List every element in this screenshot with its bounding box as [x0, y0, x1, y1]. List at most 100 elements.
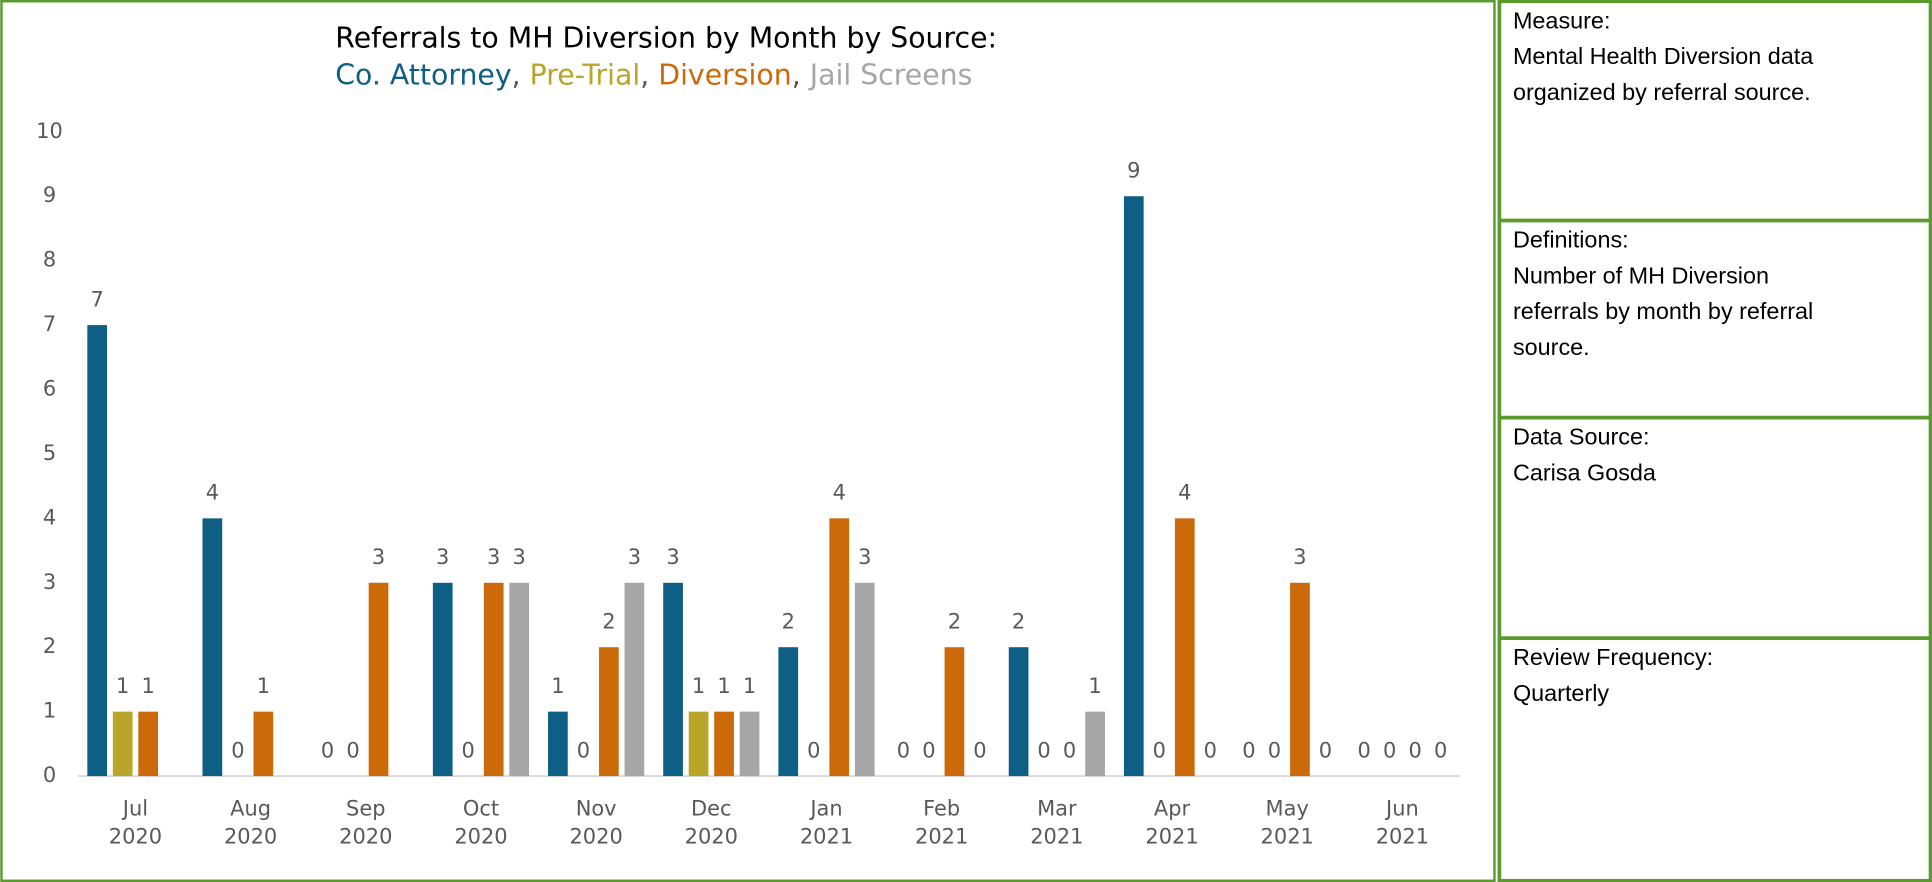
subtitle-separator: ,	[512, 58, 521, 91]
y-tick-label: 1	[43, 699, 56, 723]
bar	[714, 711, 734, 777]
x-tick-line: Jun	[1384, 796, 1419, 820]
x-tick-line: 2021	[800, 825, 853, 849]
bar	[854, 582, 875, 777]
x-tick-line: 2021	[1376, 825, 1429, 849]
data-label: 0	[1204, 738, 1217, 762]
subtitle-series: Diversion	[658, 58, 791, 91]
bar	[1085, 711, 1105, 777]
bar	[368, 582, 389, 777]
data-label: 3	[666, 545, 679, 569]
y-tick-label: 8	[43, 248, 56, 272]
x-tick-label: Jan 2021	[800, 796, 853, 848]
panel-text: Mental Health Diversion data	[1513, 43, 1814, 69]
x-tick-label: Apr 2021	[1145, 796, 1198, 848]
data-label: 0	[577, 738, 590, 762]
data-label: 0	[973, 738, 986, 762]
y-tick-label: 5	[43, 441, 56, 465]
data-label: 3	[1293, 545, 1306, 569]
data-label: 1	[743, 674, 756, 698]
data-label: 4	[1178, 481, 1191, 505]
data-label: 0	[897, 738, 910, 762]
subtitle-series: Co. Attorney	[335, 58, 511, 91]
x-tick-line: 2021	[1030, 825, 1083, 849]
bar	[599, 647, 619, 777]
data-label: 0	[1037, 738, 1050, 762]
x-tick-line: 2020	[454, 825, 507, 849]
panel-text: source.	[1513, 334, 1590, 360]
bar	[778, 647, 799, 777]
x-tick-line: 2020	[224, 825, 277, 849]
x-tick-label: Feb 2021	[915, 796, 968, 848]
bar	[483, 582, 504, 777]
data-label: 3	[487, 545, 500, 569]
bar	[112, 711, 133, 777]
bar	[1290, 582, 1310, 777]
x-tick-line: 2021	[1261, 825, 1314, 849]
data-label: 0	[1408, 738, 1421, 762]
panel-heading: Measure:	[1513, 7, 1611, 33]
x-tick-label: Oct 2020	[454, 796, 507, 848]
bar	[548, 711, 568, 777]
data-label: 4	[206, 481, 219, 505]
space	[801, 58, 810, 91]
x-tick-line: 2021	[1145, 825, 1198, 849]
data-label: 0	[1153, 738, 1166, 762]
y-tick-label: 10	[36, 119, 63, 143]
data-label: 2	[602, 610, 615, 634]
data-label: 1	[551, 674, 564, 698]
panel-heading: Definitions:	[1513, 227, 1629, 253]
x-tick-label: Dec 2020	[685, 796, 738, 848]
data-label: 3	[513, 545, 526, 569]
chart-title: Referrals to MH Diversion by Month by So…	[335, 21, 997, 54]
x-tick-label: Aug 2020	[224, 796, 277, 848]
panel-text: Quarterly	[1513, 680, 1609, 706]
data-label: 0	[1383, 738, 1396, 762]
x-tick-line: Oct	[463, 796, 499, 820]
data-label: 1	[257, 674, 270, 698]
x-tick-line: Apr	[1154, 796, 1191, 820]
bar	[944, 647, 965, 777]
y-tick-label: 9	[43, 183, 56, 207]
y-tick-label: 4	[43, 505, 56, 529]
space	[649, 58, 658, 91]
data-label: 1	[1088, 674, 1101, 698]
data-label: 3	[628, 545, 641, 569]
data-label: 0	[321, 738, 334, 762]
data-label: 0	[346, 738, 359, 762]
panel-frame	[1497, 0, 1932, 882]
y-tick-label: 6	[43, 377, 56, 401]
bar	[138, 711, 159, 777]
bar	[202, 518, 223, 777]
data-label: 0	[922, 738, 935, 762]
chart-frame	[0, 0, 1496, 882]
subtitle-series: Jail Screens	[808, 58, 973, 91]
bar	[509, 582, 530, 777]
data-label: 3	[372, 545, 385, 569]
panel-heading: Review Frequency:	[1513, 644, 1713, 670]
data-label: 0	[1242, 738, 1255, 762]
x-tick-line: 2020	[109, 825, 162, 849]
data-label: 7	[91, 287, 104, 311]
data-label: 0	[807, 738, 820, 762]
bar	[829, 518, 850, 777]
panel-text: Carisa Gosda	[1513, 459, 1657, 485]
data-label: 1	[142, 674, 155, 698]
bar	[688, 711, 709, 777]
data-label: 2	[948, 610, 961, 634]
x-tick-label: Nov 2020	[569, 796, 622, 848]
panel-text: Number of MH Diversion	[1513, 262, 1769, 288]
bar	[1008, 647, 1029, 777]
data-label: 1	[717, 674, 730, 698]
data-label: 2	[1012, 610, 1025, 634]
data-label: 4	[833, 481, 846, 505]
bar	[663, 582, 683, 777]
data-label: 0	[462, 738, 475, 762]
data-label: 0	[1434, 738, 1447, 762]
bar	[432, 582, 453, 777]
y-tick-label: 7	[43, 312, 56, 336]
x-tick-line: Aug	[230, 796, 271, 820]
x-tick-line: Feb	[923, 796, 960, 820]
x-tick-line: 2020	[339, 825, 392, 849]
